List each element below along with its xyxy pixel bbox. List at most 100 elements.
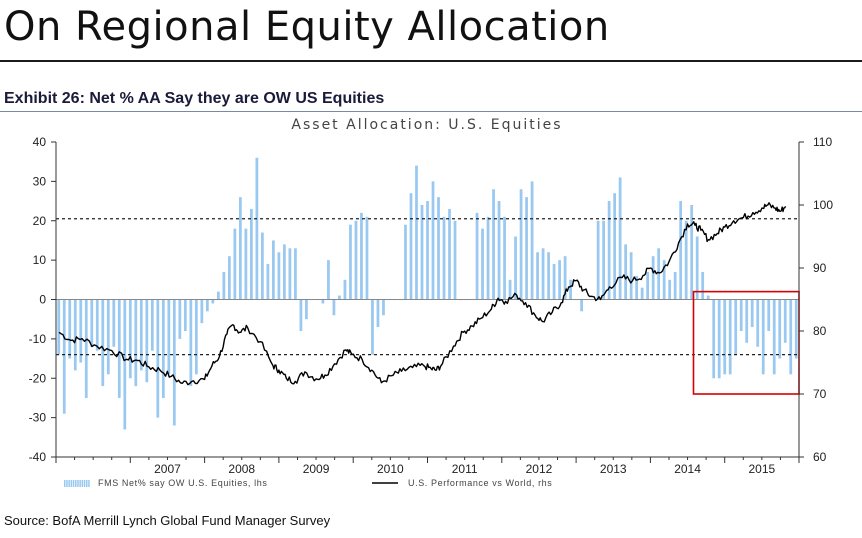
bar: [453, 220, 457, 300]
bar: [233, 228, 237, 300]
legend-bar-swatch: [77, 480, 79, 487]
bar: [767, 299, 771, 331]
bar: [106, 299, 110, 375]
bar: [497, 201, 501, 300]
bar: [728, 299, 732, 375]
bar-series: [57, 157, 798, 430]
bar: [172, 299, 176, 426]
source-note: Source: BofA Merrill Lynch Global Fund M…: [4, 513, 331, 528]
bar: [112, 299, 116, 347]
bar: [717, 299, 721, 379]
bar: [778, 299, 782, 359]
bar: [343, 279, 347, 300]
bar: [679, 201, 683, 300]
bar: [139, 299, 143, 371]
legend-bar-swatch: [70, 480, 73, 487]
x-tick-label: 2010: [377, 462, 404, 476]
bar: [492, 189, 495, 300]
x-tick-label: 2007: [154, 462, 181, 476]
bar: [95, 299, 99, 351]
bar: [607, 201, 611, 300]
bar: [503, 216, 506, 300]
bar: [145, 299, 149, 383]
bar: [90, 299, 94, 347]
bar: [84, 299, 88, 398]
bar: [134, 299, 138, 387]
left-tick-label: 20: [33, 214, 47, 228]
bar: [227, 256, 231, 300]
left-tick-label: 30: [33, 174, 47, 188]
x-tick-label: 2012: [526, 462, 553, 476]
bar: [73, 299, 77, 371]
bar: [552, 264, 556, 300]
bar: [299, 299, 303, 331]
bar: [794, 299, 798, 359]
title-divider: [0, 60, 862, 62]
bar: [288, 248, 292, 300]
legend-label-line: U.S. Performance vs World, rhs: [408, 478, 552, 488]
bar: [723, 299, 727, 375]
bar: [475, 212, 479, 300]
bar: [189, 299, 193, 387]
right-tick-label: 80: [813, 324, 827, 338]
legend-bar-swatch: [68, 480, 70, 487]
bar: [508, 279, 512, 300]
bar: [404, 224, 407, 300]
bar: [200, 299, 204, 324]
page-title: On Regional Equity Allocation: [4, 4, 610, 50]
bar: [349, 224, 352, 300]
right-tick-label: 90: [813, 261, 827, 275]
legend-bar-swatch: [66, 480, 68, 487]
bar: [651, 256, 655, 300]
bar: [150, 299, 154, 351]
bar: [305, 299, 308, 320]
bar: [761, 299, 765, 375]
bar: [739, 299, 743, 331]
bar: [216, 291, 220, 300]
bar: [261, 232, 264, 300]
bar: [332, 299, 336, 316]
bar: [657, 248, 661, 300]
legend-bar-swatch: [75, 480, 77, 487]
legend-bar-swatch: [86, 480, 88, 487]
bar: [161, 299, 165, 398]
bar: [266, 264, 270, 300]
bar: [547, 252, 550, 300]
bar: [178, 299, 182, 339]
bar: [382, 299, 385, 316]
exhibit-title: Exhibit 26: Net % AA Say they are OW US …: [4, 90, 385, 107]
x-tick-label: 2013: [600, 462, 627, 476]
bar: [156, 299, 160, 418]
bar: [244, 228, 248, 300]
bar: [602, 220, 605, 300]
bar: [580, 299, 583, 312]
bar: [167, 299, 171, 375]
bar: [668, 279, 672, 300]
bar: [101, 299, 105, 387]
bar: [205, 299, 209, 312]
bar: [183, 299, 187, 331]
chart: Asset Allocation: U.S. Equities 40302010…: [29, 117, 834, 488]
bar: [365, 216, 369, 300]
bar: [789, 299, 793, 375]
bar: [783, 299, 787, 343]
bar: [712, 299, 716, 379]
bar: [57, 299, 61, 355]
bar: [635, 275, 639, 300]
bar: [117, 299, 121, 398]
bar: [294, 248, 297, 300]
bar: [640, 287, 644, 300]
bar: [277, 252, 281, 300]
bar: [448, 208, 451, 300]
bar: [481, 228, 484, 300]
legend-label-bars: FMS Net% say OW U.S. Equities, lhs: [98, 478, 267, 488]
bar: [79, 299, 83, 363]
bar: [354, 220, 358, 300]
bar: [690, 205, 694, 300]
left-tick-label: -30: [29, 411, 47, 425]
bar: [327, 260, 330, 300]
bar: [662, 260, 666, 300]
right-tick-label: 110: [813, 135, 832, 149]
bar: [486, 216, 490, 300]
line-series: [58, 202, 787, 386]
